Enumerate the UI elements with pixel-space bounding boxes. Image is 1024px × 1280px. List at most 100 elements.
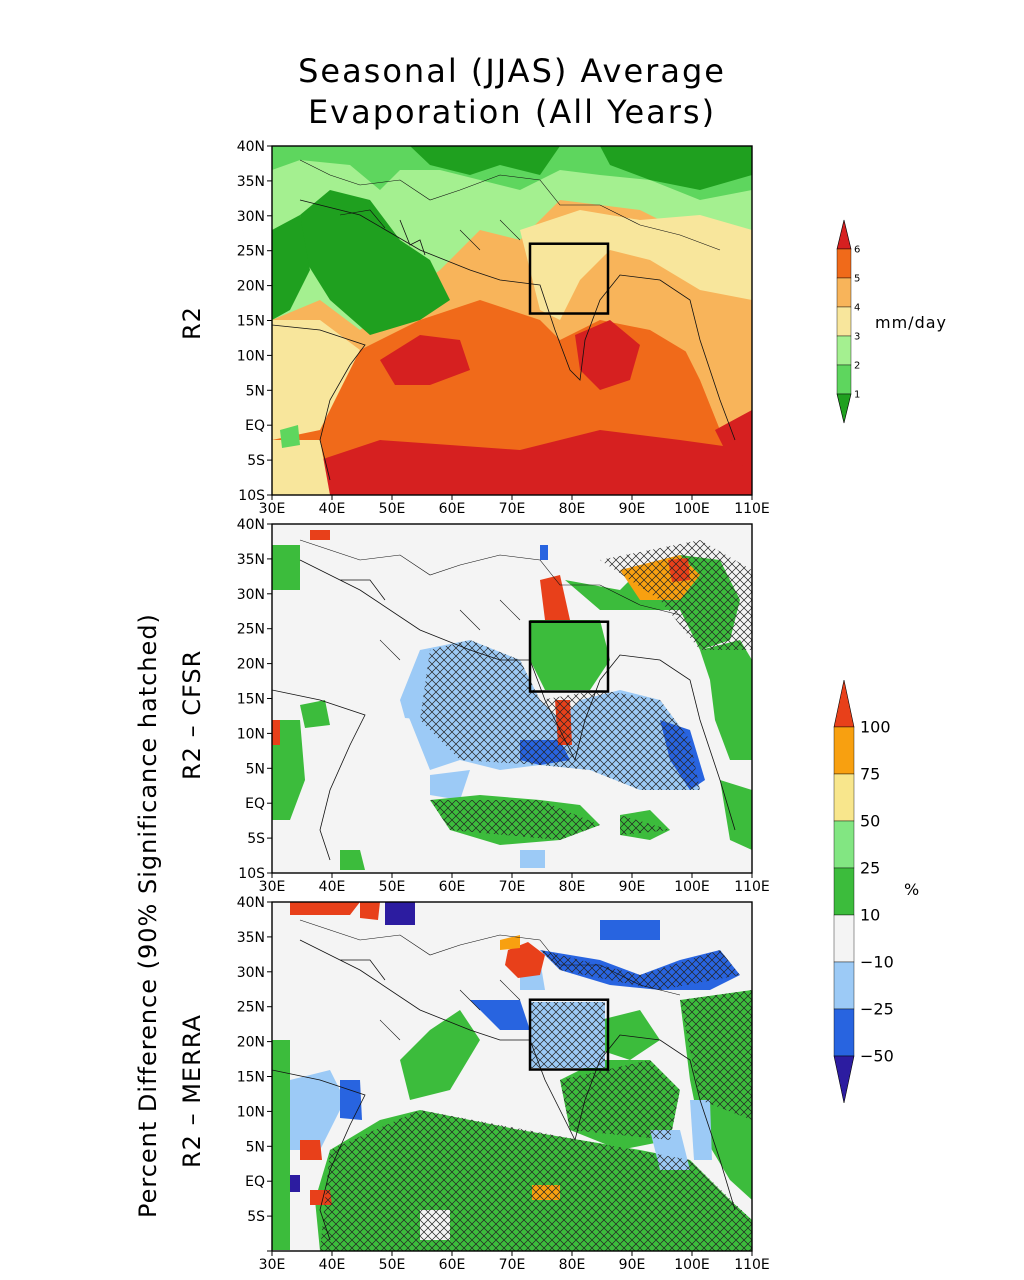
map-title-line1: Seasonal (JJAS) Average [298, 52, 726, 90]
lat-tick-label: 25N [237, 244, 265, 260]
lon-tick-label: 100E [674, 501, 710, 517]
colorbar1-unit: mm/day [875, 313, 947, 332]
lon-tick-label: 110E [734, 501, 770, 517]
lat-tick-label: 20N [237, 1035, 265, 1051]
lon-tick-label: 70E [499, 1257, 526, 1273]
colorbar-mm-day: 1 2 3 4 5 6 [836, 219, 860, 424]
lat-tick-label: EQ [245, 418, 265, 434]
colorbar-percent: −50 −25 −10 10 25 50 75 100 [833, 679, 894, 1104]
colorbar-segment [833, 914, 855, 963]
panel2-side-label: R2 – CFSR [178, 649, 206, 780]
colorbar-label: −10 [860, 953, 894, 972]
lon-tick-label: 90E [619, 1257, 646, 1273]
lon-tick-label: 110E [734, 1257, 770, 1273]
colorbar-segment [833, 1008, 855, 1057]
lon-tick-label: 90E [619, 879, 646, 895]
colorbar-segment [833, 961, 855, 1010]
focus-box [528, 242, 610, 315]
colorbar-label: 2 [854, 361, 860, 372]
percent-difference-label: Percent Difference (90% Significance hat… [134, 613, 162, 1218]
colorbar-label: 5 [854, 274, 860, 285]
colorbar-label: 6 [854, 245, 860, 256]
lat-tick-label: 40N [237, 139, 265, 155]
lat-tick-label: 40N [237, 895, 265, 911]
map-title-line2: Evaporation (All Years) [307, 93, 717, 131]
colorbar-label: 1 [854, 390, 860, 401]
lat-tick-label: 5S [247, 831, 265, 847]
lat-tick-label: 30N [237, 587, 265, 603]
lat-tick-label: 5N [246, 1139, 265, 1155]
colorbar-segment [833, 820, 855, 869]
lon-tick-label: 40E [319, 879, 346, 895]
lat-tick-label: 10N [237, 348, 265, 364]
lon-tick-label: 70E [499, 879, 526, 895]
lon-tick-label: 50E [379, 1257, 406, 1273]
lat-tick-label: 20N [237, 657, 265, 673]
panel-cfsr-field [272, 524, 752, 873]
lon-tick-label: 80E [559, 501, 586, 517]
lon-tick-label: 100E [674, 1257, 710, 1273]
lat-tick-label: 35N [237, 174, 265, 190]
lat-tick-label: 15N [237, 1070, 265, 1086]
colorbar-max-arrow [833, 679, 855, 728]
colorbar-label: 10 [860, 906, 880, 925]
colorbar-label: 25 [860, 859, 880, 878]
lat-tick-label: 10S [238, 866, 265, 882]
focus-box [528, 620, 610, 693]
colorbar-segment [836, 306, 852, 337]
colorbar-segment [833, 726, 855, 775]
lon-tick-label: 80E [559, 1257, 586, 1273]
lat-tick-label: 35N [237, 930, 265, 946]
lat-tick-label: EQ [245, 796, 265, 812]
lon-tick-label: 60E [439, 501, 466, 517]
colorbar-min-arrow [833, 1055, 855, 1104]
colorbar-segment [836, 335, 852, 366]
panel3-side-label: R2 – MERRA [178, 1014, 206, 1168]
colorbar-segment [836, 248, 852, 279]
colorbar-min-arrow [836, 393, 852, 424]
lon-tick-label: 90E [619, 501, 646, 517]
lon-tick-label: 110E [734, 879, 770, 895]
colorbar-segment [836, 277, 852, 308]
lat-tick-label: 5N [246, 761, 265, 777]
lat-tick-label: 25N [237, 1000, 265, 1016]
lat-tick-label: 15N [237, 314, 265, 330]
lon-tick-label: 40E [319, 1257, 346, 1273]
focus-region-boxes [528, 242, 610, 1071]
colorbar-segment [833, 867, 855, 916]
lon-tick-label: 60E [439, 1257, 466, 1273]
colorbar2-unit: % [904, 880, 921, 899]
panel1-side-label: R2 [178, 306, 206, 340]
colorbar-label: −25 [860, 1000, 894, 1019]
lat-tick-label: 30N [237, 965, 265, 981]
colorbar-label: 4 [854, 303, 860, 314]
colorbar-label: 3 [854, 332, 860, 343]
lon-tick-label: 100E [674, 879, 710, 895]
colorbar-label: −50 [860, 1047, 894, 1066]
lon-tick-label: 30E [259, 1257, 286, 1273]
colorbar-max-arrow [836, 219, 852, 250]
lon-tick-label: 50E [379, 501, 406, 517]
lon-tick-label: 40E [319, 501, 346, 517]
lat-tick-label: 5S [247, 1209, 265, 1225]
colorbar-label: 75 [860, 765, 880, 784]
lat-tick-label: 5N [246, 383, 265, 399]
lat-tick-label: 10S [238, 488, 265, 504]
lon-tick-label: 80E [559, 879, 586, 895]
lat-tick-label: 10N [237, 1104, 265, 1120]
panel-r2-field [272, 146, 752, 495]
lon-tick-label: 70E [499, 501, 526, 517]
panel-merra-field [272, 902, 752, 1251]
lon-tick-label: 60E [439, 879, 466, 895]
colorbar-label: 50 [860, 812, 880, 831]
lat-tick-label: 40N [237, 517, 265, 533]
lat-tick-label: 10N [237, 726, 265, 742]
colorbar-segment [833, 773, 855, 822]
lat-tick-label: EQ [245, 1174, 265, 1190]
lat-tick-label: 15N [237, 692, 265, 708]
lon-tick-label: 30E [259, 501, 286, 517]
lon-tick-label: 30E [259, 879, 286, 895]
lat-tick-label: 5S [247, 453, 265, 469]
